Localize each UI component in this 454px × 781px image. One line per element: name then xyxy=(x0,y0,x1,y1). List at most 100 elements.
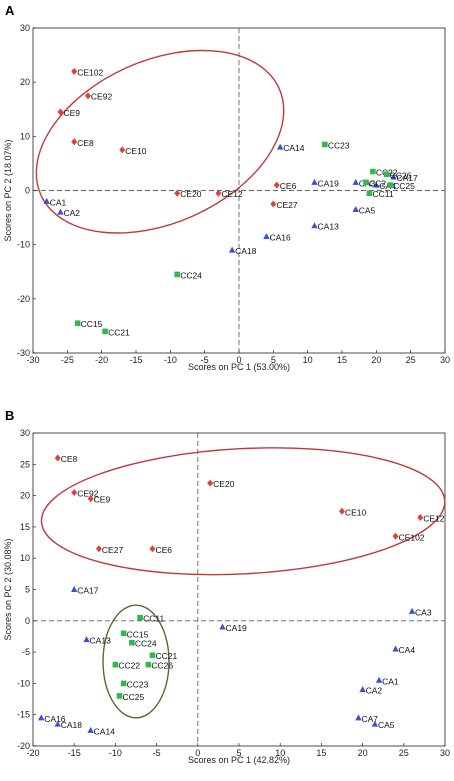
point-label-cc15: CC15 xyxy=(81,319,103,329)
point-cc26 xyxy=(145,661,152,668)
point-ce8 xyxy=(71,138,78,146)
point-ce92 xyxy=(71,488,78,496)
point-ce6 xyxy=(273,181,280,189)
point-ca1 xyxy=(375,676,383,683)
x-tick-label: -15 xyxy=(129,355,142,365)
x-tick-label: 25 xyxy=(399,748,409,758)
y-tick-label: 30 xyxy=(20,428,30,438)
point-ce20 xyxy=(207,479,214,487)
point-label-ce12: CE12 xyxy=(221,189,243,199)
point-label-cc24: CC24 xyxy=(180,270,202,280)
x-tick-label: -10 xyxy=(109,748,122,758)
point-ca16 xyxy=(263,233,270,240)
panel-label: B xyxy=(5,408,14,423)
point-label-ce27: CE27 xyxy=(102,545,124,555)
point-ca19 xyxy=(219,623,226,630)
point-label-ca1: CA1 xyxy=(382,676,399,686)
point-ce27 xyxy=(270,200,277,208)
point-ca7 xyxy=(355,714,362,721)
x-tick-label: 15 xyxy=(337,355,347,365)
x-axis-label: Scores on PC 1 (53.00%) xyxy=(188,362,290,372)
point-ce9 xyxy=(57,108,64,116)
point-label-cc23: CC23 xyxy=(328,140,350,150)
y-tick-label: 15 xyxy=(20,522,30,532)
point-label-cc11: CC11 xyxy=(143,614,164,624)
point-label-ca1: CA1 xyxy=(50,197,67,207)
point-ce92 xyxy=(84,92,91,100)
point-ce27 xyxy=(95,545,102,553)
y-tick-label: -5 xyxy=(22,647,30,657)
point-cc23 xyxy=(322,141,328,148)
point-label-ca4: CA4 xyxy=(399,645,416,655)
point-label-ca19: CA19 xyxy=(318,178,340,188)
point-label-ca13: CA13 xyxy=(90,636,112,646)
point-label-ce8: CE8 xyxy=(61,454,78,464)
chart-panel-b: B -20 -15 -10 -5 0 5 10 15 20 25 30 -20 -15 -10 -5 0 5 10 1… xyxy=(3,408,450,765)
point-ca13 xyxy=(83,636,90,643)
x-tick-label: 10 xyxy=(303,355,313,365)
x-tick-label: 20 xyxy=(358,748,368,758)
point-label-cc11: CC11 xyxy=(372,189,393,199)
point-ca2 xyxy=(359,686,366,693)
point-label-ce102: CE102 xyxy=(399,532,425,542)
y-tick-label: 25 xyxy=(20,459,30,469)
point-label-ce92: CE92 xyxy=(77,488,99,498)
point-ca5 xyxy=(352,205,359,212)
point-ca17 xyxy=(71,586,78,592)
point-ca13 xyxy=(311,222,318,229)
point-label-cc26: CC26 xyxy=(390,170,412,180)
x-tick-label: -30 xyxy=(26,355,39,365)
point-ca18 xyxy=(228,246,236,253)
point-cc21 xyxy=(102,328,108,335)
point-label-ce10: CE10 xyxy=(345,507,367,517)
point-label-ce9: CE9 xyxy=(63,108,80,118)
point-cc15 xyxy=(74,320,81,327)
point-label-ce27: CE27 xyxy=(276,200,298,210)
point-label-cc23: CC23 xyxy=(127,679,149,689)
point-cc22 xyxy=(370,168,376,175)
point-cc15 xyxy=(120,630,127,637)
x-tick-label: 10 xyxy=(275,748,285,758)
point-label-cc2: CC2 xyxy=(369,178,386,188)
y-tick-label: 30 xyxy=(20,23,30,33)
point-cc11 xyxy=(366,190,373,197)
x-tick-label: 20 xyxy=(371,355,381,365)
y-axis-label: Scores on PC 2 (18.07%) xyxy=(3,139,13,241)
point-ca4 xyxy=(392,645,399,652)
point-label-ce6: CE6 xyxy=(280,181,297,191)
point-cc23 xyxy=(120,680,127,687)
point-cc25 xyxy=(116,693,123,699)
point-label-ca16: CA16 xyxy=(269,233,291,243)
y-tick-label: 20 xyxy=(20,491,30,501)
group-ellipse-0 xyxy=(35,49,285,234)
chart-panel-a: A -30 -25 -20 -15 -10 -5 0 5 10 15 20 25 30 -30 -20 -10 0… xyxy=(3,3,450,372)
point-label-ca14: CA14 xyxy=(94,726,116,736)
point-ca17 xyxy=(390,173,397,180)
point-ca4 xyxy=(373,181,380,188)
y-tick-label: -10 xyxy=(17,678,30,688)
point-label-cc26: CC26 xyxy=(151,661,173,671)
x-tick-label: 5 xyxy=(236,748,241,758)
point-ce12 xyxy=(215,189,222,197)
point-cc24 xyxy=(129,639,135,646)
group-ellipse-0 xyxy=(40,447,446,576)
point-cc2 xyxy=(363,179,369,186)
point-cc22 xyxy=(112,661,119,668)
point-label-ce10: CE10 xyxy=(125,146,147,156)
point-label-ca5: CA5 xyxy=(378,720,395,730)
y-tick-label: -15 xyxy=(17,710,30,720)
point-label-ca5: CA5 xyxy=(359,205,376,215)
point-label-ca18: CA18 xyxy=(61,720,83,730)
panel-label: A xyxy=(5,3,15,18)
point-ce6 xyxy=(149,545,156,553)
x-tick-label: -5 xyxy=(201,355,209,365)
y-tick-label: 20 xyxy=(20,77,30,87)
point-ce10 xyxy=(339,507,345,515)
point-label-ca18: CA18 xyxy=(235,246,257,256)
x-axis-label: Scores on PC 1 (42.82%) xyxy=(188,755,290,765)
point-label-cc21: CC21 xyxy=(108,327,130,337)
point-cc25 xyxy=(387,182,393,188)
point-ca16 xyxy=(38,714,45,721)
point-ce102 xyxy=(392,532,399,540)
